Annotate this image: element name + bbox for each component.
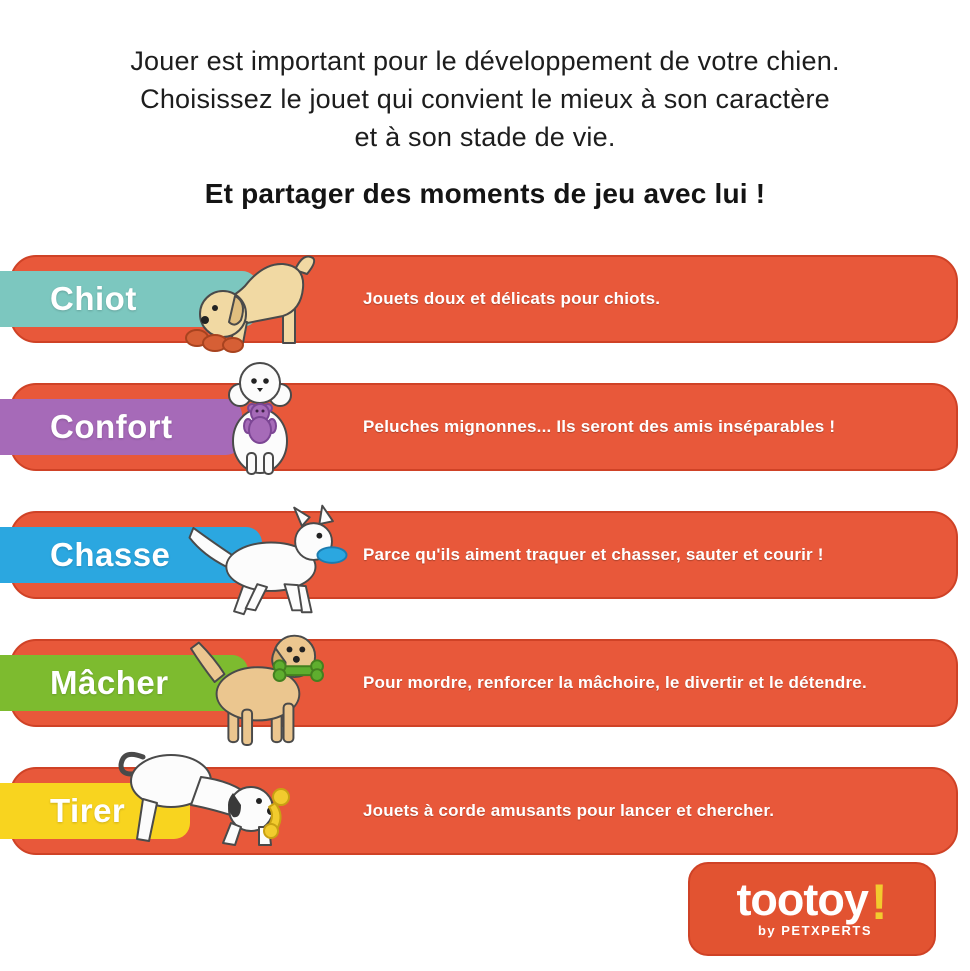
- category-row-macher: Mâcher: [0, 634, 970, 747]
- intro-line: Jouer est important pour le développemen…: [130, 46, 840, 76]
- intro-line: et à son stade de vie.: [354, 122, 616, 152]
- category-description: Pour mordre, renforcer la mâchoire, le d…: [363, 673, 867, 692]
- category-description: Peluches mignonnes... Ils seront des ami…: [363, 417, 836, 436]
- intro-text: Jouer est important pour le développemen…: [0, 42, 970, 156]
- category-label: Tirer: [50, 792, 126, 829]
- category-label: Mâcher: [50, 664, 169, 701]
- category-description: Parce qu'ils aiment traquer et chasser, …: [363, 545, 824, 564]
- dog-with-tug-rope-icon: [113, 739, 303, 854]
- intro-line: Choisissez le jouet qui convient le mieu…: [140, 84, 830, 114]
- running-dog-with-fetch-toy-icon: [183, 495, 353, 621]
- dog-with-chew-bone-icon: [180, 615, 330, 748]
- tagline: Et partager des moments de jeu avec lui …: [204, 178, 766, 209]
- category-label: Chiot: [50, 280, 137, 317]
- brand-byline: by PETXPERTS: [757, 923, 873, 938]
- brand-wordmark: tootoy !: [736, 874, 888, 930]
- category-label: Chasse: [50, 536, 171, 573]
- category-label: Confort: [50, 408, 173, 445]
- category-row-chiot: Chiot Jouets doux et délicats pour chiot…: [0, 255, 970, 353]
- category-row-tirer: Tirer: [0, 751, 970, 855]
- brand-exclamation: !: [870, 874, 888, 930]
- brand-name: tootoy: [736, 874, 868, 925]
- category-description: Jouets à corde amusants pour lancer et c…: [363, 801, 775, 820]
- category-description: Jouets doux et délicats pour chiots.: [363, 289, 661, 308]
- puppy-with-rope-toy-icon: [183, 248, 323, 353]
- brand-logo: tootoy ! by PETXPERTS: [688, 862, 936, 956]
- category-row-chasse: Chasse Parce qu'ils aiment traquer et: [0, 504, 970, 616]
- category-color-strip: [0, 399, 242, 455]
- category-row-confort: Confort: [0, 362, 970, 475]
- poodle-with-teddy-icon: [210, 353, 310, 478]
